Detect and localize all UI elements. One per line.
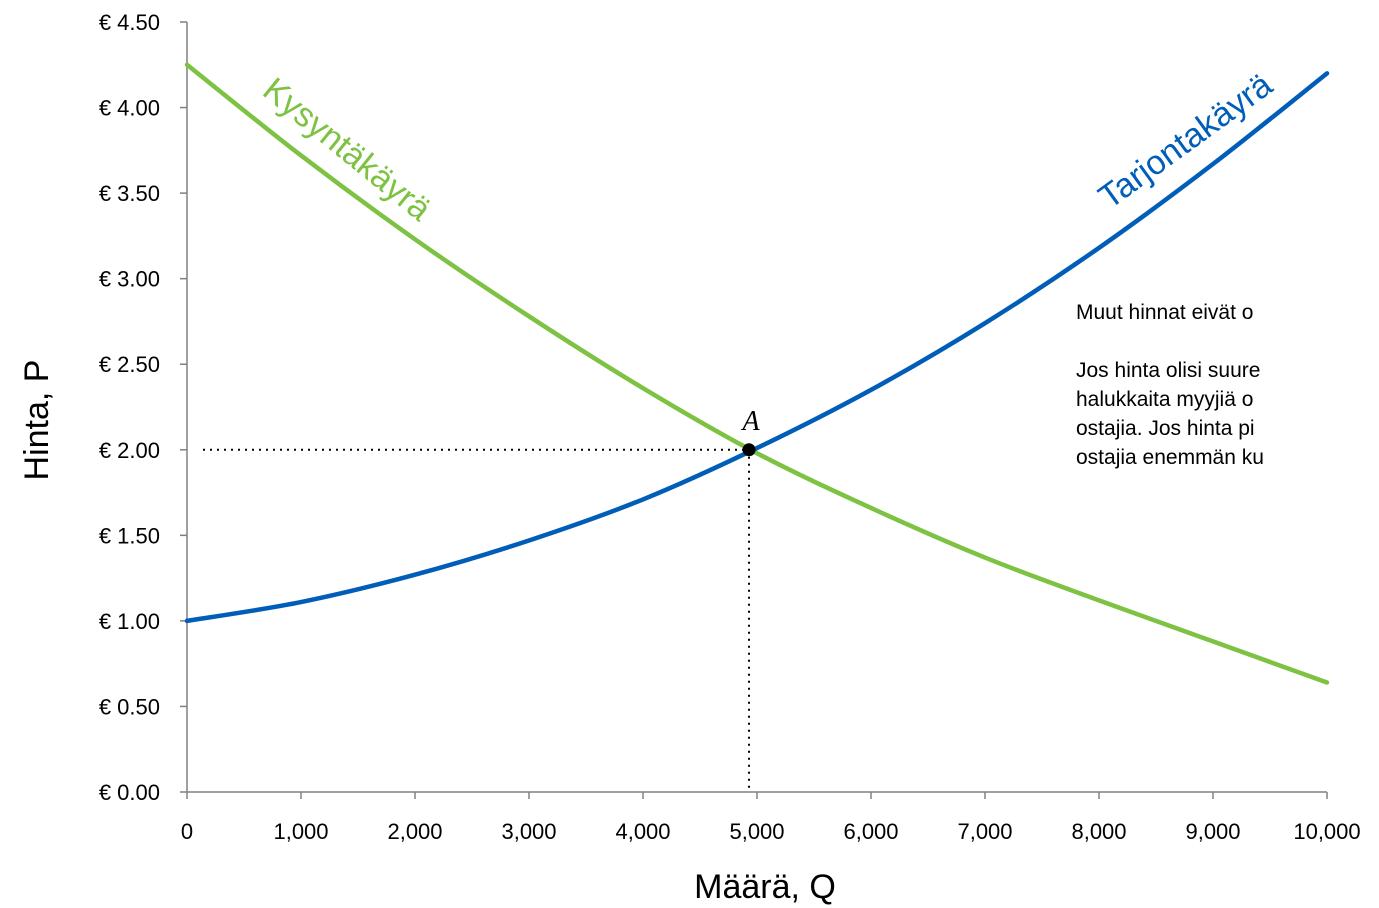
note-text-1: Muut hinnat eivät o: [1076, 301, 1254, 324]
demand-curve: [184, 62, 1330, 685]
point-label: A: [740, 406, 760, 437]
x-tick-label: 9,000: [1185, 819, 1240, 844]
curve-labels: Kysyntäkäyrä Tarjontakäyrä: [256, 66, 1280, 229]
supply-curve-label: Tarjontakäyrä: [1092, 66, 1280, 217]
x-tick-label: 1,000: [273, 819, 328, 844]
x-tick-label: 8,000: [1071, 819, 1126, 844]
axes: € 0.00 € 0.50 € 1.00 € 1.50 € 2.00 € 2.50 € 3.…: [99, 10, 1361, 844]
curves: A: [184, 62, 1330, 685]
x-tick-label: 10,000: [1293, 819, 1360, 844]
x-tick-label: 0: [181, 819, 193, 844]
x-tick-label: 5,000: [729, 819, 784, 844]
y-tick-label: € 0.00: [99, 780, 160, 805]
note-text-2: Jos hinta olisi suure halukkaita myyjiä …: [1076, 359, 1264, 469]
y-tick-label: € 4.00: [99, 96, 160, 121]
y-tick-label: € 2.50: [99, 352, 160, 377]
annotation-box: Muut hinnat eivät o Jos hinta olisi suur…: [1076, 298, 1379, 501]
x-tick-label: 4,000: [615, 819, 670, 844]
guide-lines: [203, 448, 751, 792]
x-tick-label: 2,000: [387, 819, 442, 844]
equilibrium-point: [742, 443, 756, 457]
x-axis-title: Määrä, Q: [694, 868, 836, 906]
y-tick-label: € 0.50: [99, 694, 160, 719]
y-tick-label: € 1.00: [99, 609, 160, 634]
supply-curve: [184, 71, 1330, 624]
y-tick-label: € 1.50: [99, 523, 160, 548]
demand-curve-label: Kysyntäkäyrä: [256, 70, 439, 228]
y-tick-label: € 3.00: [99, 267, 160, 292]
y-tick-label: € 3.50: [99, 181, 160, 206]
y-tick-label: € 4.50: [99, 10, 160, 35]
y-tick-label: € 2.00: [99, 438, 160, 463]
x-tick-label: 7,000: [957, 819, 1012, 844]
x-tick-label: 6,000: [843, 819, 898, 844]
y-axis-title: Hinta, P: [18, 360, 56, 481]
x-tick-label: 3,000: [501, 819, 556, 844]
